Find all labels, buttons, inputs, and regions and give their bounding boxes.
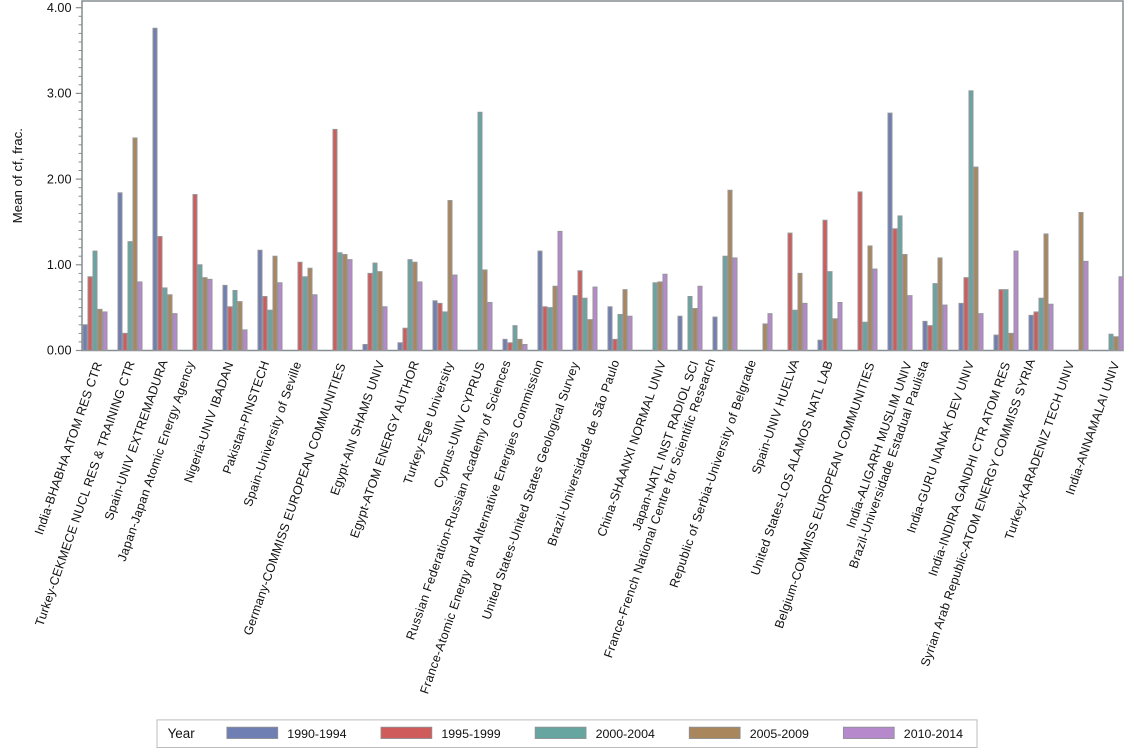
svg-text:Mean of cf, frac.: Mean of cf, frac. xyxy=(10,128,25,223)
svg-text:1995-1999: 1995-1999 xyxy=(441,727,500,741)
svg-text:Year: Year xyxy=(168,726,196,741)
svg-text:0.00: 0.00 xyxy=(47,344,72,358)
svg-text:2005-2009: 2005-2009 xyxy=(750,727,809,741)
svg-text:1.00: 1.00 xyxy=(47,258,72,272)
svg-text:3.00: 3.00 xyxy=(47,87,72,101)
svg-text:2.00: 2.00 xyxy=(47,172,72,186)
svg-text:2000-2004: 2000-2004 xyxy=(596,727,655,741)
svg-text:2010-2014: 2010-2014 xyxy=(904,727,963,741)
svg-text:4.00: 4.00 xyxy=(47,1,72,15)
svg-text:1990-1994: 1990-1994 xyxy=(287,727,346,741)
